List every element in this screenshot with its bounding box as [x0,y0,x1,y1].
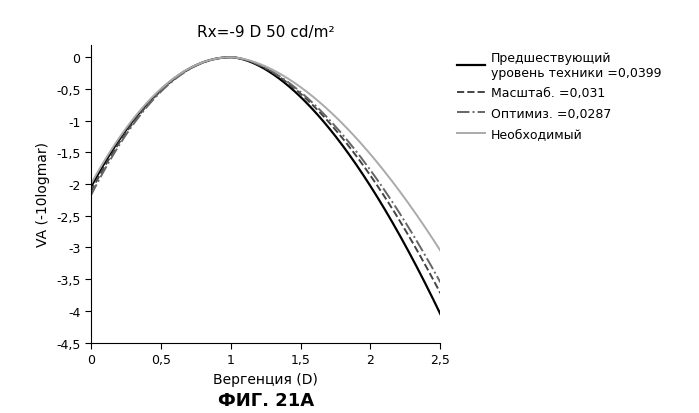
Text: ФИГ. 21A: ФИГ. 21A [217,391,314,409]
X-axis label: Вергенция (D): Вергенция (D) [213,372,318,386]
Title: Rx=-9 D 50 cd/m²: Rx=-9 D 50 cd/m² [197,25,334,40]
Legend: Предшествующий
уровень техники =0,0399, Масштаб. =0,031, Оптимиз. =0,0287, Необх: Предшествующий уровень техники =0,0399, … [457,52,661,141]
Y-axis label: VA (-10logmar): VA (-10logmar) [36,142,50,247]
